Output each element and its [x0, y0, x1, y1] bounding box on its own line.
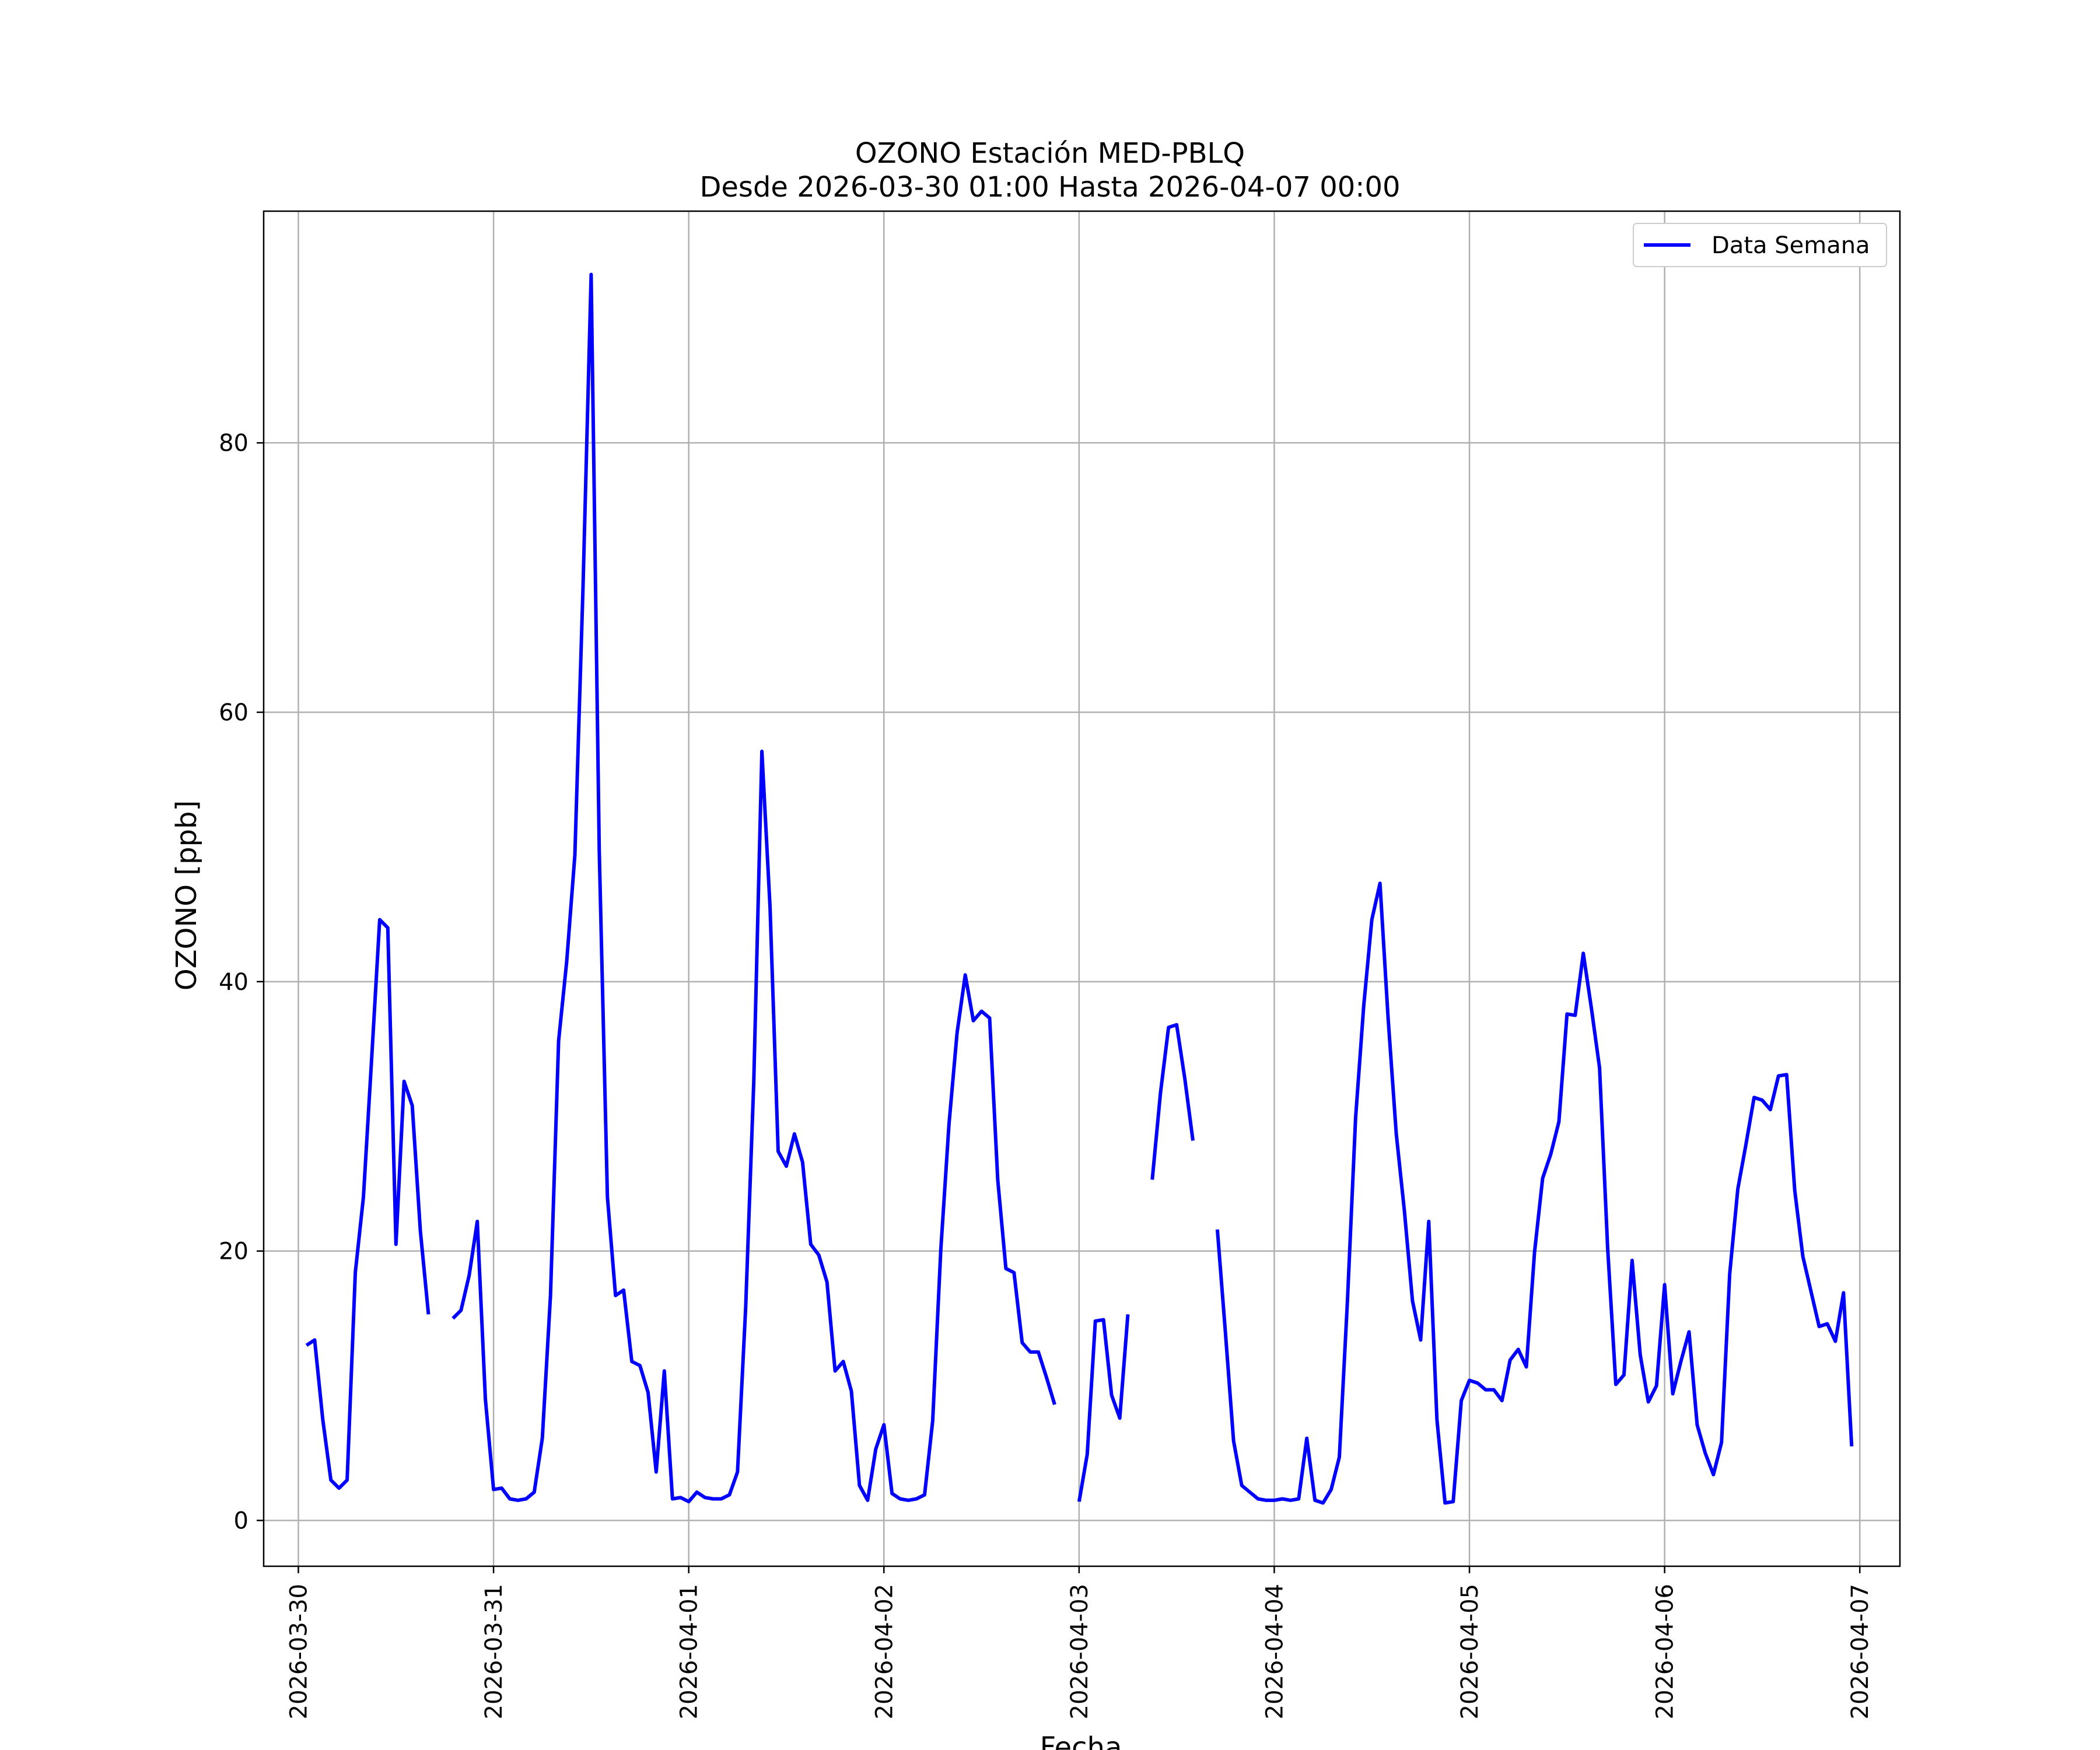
y-axis-label: OZONO [ppb] [170, 800, 203, 991]
series-line-segment-4 [1150, 1023, 1195, 1180]
x-tick-label-2026-04-03: 2026-04-03 [1066, 1584, 1093, 1719]
y-axis: 0 20 40 60 80 [219, 430, 264, 1534]
legend-label-data-semana: Data Semana [1712, 232, 1870, 259]
x-tick-label-2026-04-06: 2026-04-06 [1652, 1584, 1679, 1719]
y-tick-label-0: 0 [234, 1507, 249, 1534]
y-tick-label-20: 20 [219, 1238, 249, 1265]
x-tick-label-2026-04-02: 2026-04-02 [871, 1584, 898, 1719]
x-tick-label-2026-04-05: 2026-04-05 [1457, 1584, 1483, 1719]
y-tick-label-60: 60 [219, 699, 249, 726]
legend-box [1633, 223, 1887, 267]
legend: Data Semana [1633, 223, 1887, 267]
x-tick-label-2026-04-01: 2026-04-01 [676, 1584, 703, 1719]
chart-title: OZONO Estación MED-PBLQ [855, 137, 1245, 170]
x-tick-label-2026-04-07: 2026-04-07 [1847, 1584, 1874, 1719]
series-layer [305, 272, 1854, 1505]
chart-subtitle: Desde 2026-03-30 01:00 Hasta 2026-04-07 … [699, 171, 1400, 204]
series-line-segment-1 [305, 918, 430, 1490]
y-tick-label-40: 40 [219, 969, 249, 996]
grid-lines [264, 211, 1900, 1566]
series-line-segment-3 [1077, 1314, 1130, 1502]
series-line-segment-2 [452, 272, 1056, 1504]
series-line-segment-5 [1215, 881, 1854, 1505]
y-tick-label-80: 80 [219, 430, 249, 457]
x-axis: 2026-03-30 2026-03-31 2026-04-01 2026-04-02… [285, 1566, 1874, 1719]
plot-area-frame [262, 210, 1901, 1567]
x-tick-label-2026-03-31: 2026-03-31 [481, 1584, 508, 1719]
x-axis-label: Fecha [1040, 1731, 1122, 1750]
x-tick-label-2026-03-30: 2026-03-30 [285, 1584, 312, 1719]
x-tick-label-2026-04-04: 2026-04-04 [1261, 1584, 1288, 1719]
